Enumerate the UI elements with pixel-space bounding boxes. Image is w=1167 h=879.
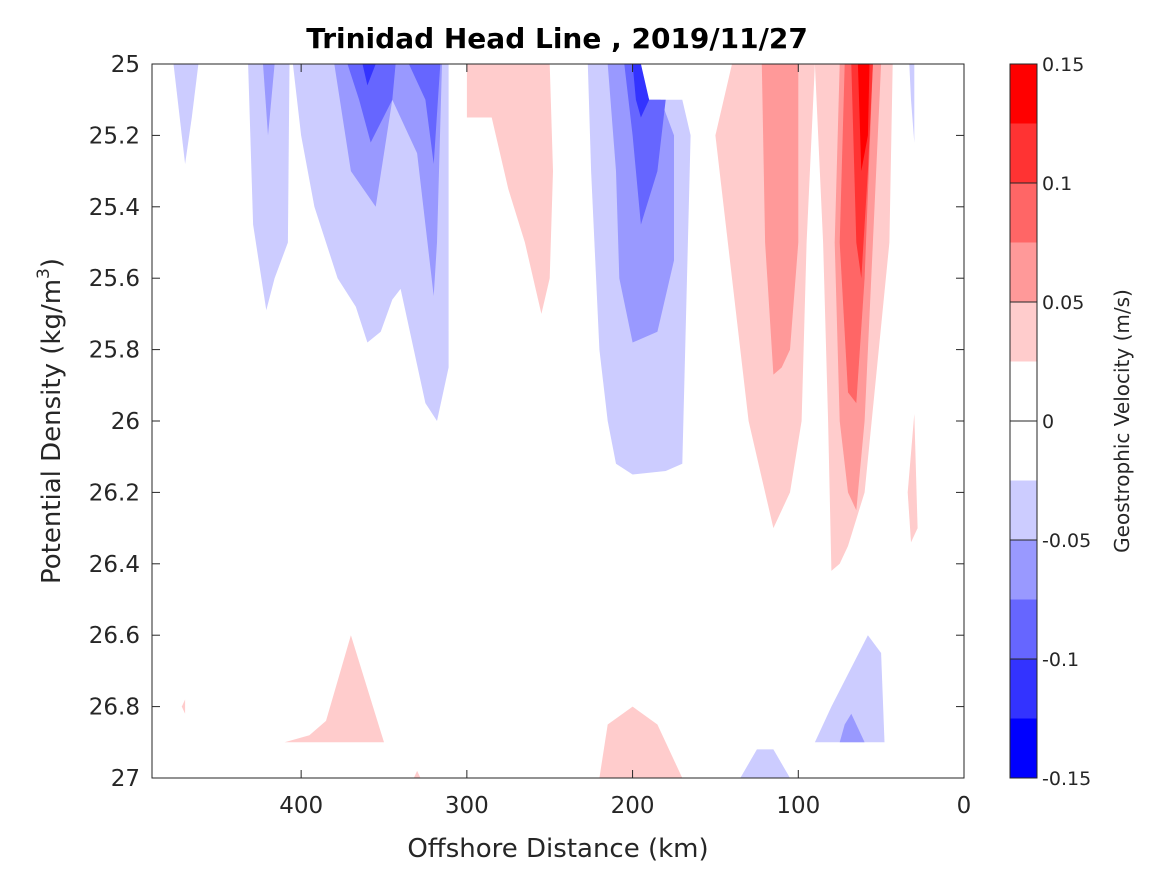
colorbar-band-2	[1010, 183, 1037, 243]
y-axis-label-main: Potential Density (kg/m	[37, 279, 67, 584]
colorbar-band-11	[1010, 718, 1037, 778]
contour-region-24	[761, 64, 799, 375]
y-tick-label: 27	[111, 766, 140, 792]
contour-region-28	[857, 64, 870, 172]
contour-region-23	[413, 770, 421, 778]
colorbar-band-6	[1010, 421, 1037, 481]
contour-region-13	[624, 64, 666, 225]
contour-region-7	[263, 64, 275, 136]
x-tick-label: 0	[957, 793, 972, 819]
colorbar-band-3	[1010, 242, 1037, 302]
y-tick-label: 25.4	[89, 195, 140, 221]
contour-region-16	[466, 64, 553, 314]
contour-region-21	[599, 706, 683, 778]
colorbar-band-4	[1010, 302, 1037, 362]
x-tick-label: 200	[611, 793, 655, 819]
colorbar-tick-label: 0.1	[1042, 173, 1072, 195]
colorbar-label: Geostrophic Velocity (m/s)	[1110, 289, 1134, 553]
colorbar-tick-label: -0.1	[1042, 649, 1079, 671]
contour-region-12	[408, 64, 441, 164]
contour-region-10	[839, 713, 865, 743]
y-tick-label: 25.8	[89, 338, 140, 364]
y-tick-label: 26.2	[89, 480, 140, 506]
contour-region-19	[907, 413, 918, 543]
y-tick-label: 26.8	[89, 695, 140, 721]
y-tick-label: 26.6	[89, 623, 140, 649]
y-tick-label: 25	[111, 52, 140, 78]
contour-region-11	[347, 64, 396, 143]
x-tick-label: 100	[776, 793, 820, 819]
x-axis-ticks: 400 300 200 100 0	[279, 64, 971, 819]
colorbar-tick-label: -0.05	[1042, 530, 1091, 552]
contour-regions	[173, 64, 918, 778]
contour-region-6	[909, 64, 915, 143]
y-axis-ticks: 25 25.2 25.4 25.6 25.8 26 26.2 26.4 26.6 26.8 27	[89, 52, 964, 792]
chart-title: Trinidad Head Line , 2019/11/27	[306, 22, 808, 55]
x-tick-label: 400	[279, 793, 323, 819]
contour-region-1	[248, 64, 290, 311]
contour-region-5	[740, 749, 790, 778]
x-axis-label: Offshore Distance (km)	[407, 834, 708, 864]
colorbar-band-7	[1010, 480, 1037, 540]
x-tick-label: 300	[445, 793, 489, 819]
contour-region-2	[292, 64, 449, 421]
colorbar-tick-label: 0	[1042, 411, 1054, 433]
colorbar-tick-label: -0.15	[1042, 768, 1091, 790]
contour-region-15	[632, 64, 650, 118]
colorbar-tick-label: 0.15	[1042, 54, 1084, 76]
colorbar-ticks: 0.15 0.1 0.05 0 -0.05 -0.1 -0.15	[1010, 54, 1091, 790]
colorbar-band-8	[1010, 540, 1037, 600]
y-tick-label: 25.2	[89, 123, 140, 149]
colorbar-band-1	[1010, 123, 1037, 183]
contour-region-4	[814, 635, 885, 743]
colorbar-band-10	[1010, 659, 1037, 719]
contour-region-14	[362, 64, 376, 86]
y-axis-label-end: )	[37, 258, 67, 268]
contour-region-0	[173, 64, 199, 164]
colorbar-band-0	[1010, 64, 1037, 124]
colorbar-tick-label: 0.05	[1042, 292, 1084, 314]
colorbar-band-5	[1010, 361, 1037, 421]
contour-region-22	[181, 699, 186, 714]
y-axis-label-superscript: 3	[34, 268, 54, 279]
contour-region-20	[284, 635, 384, 743]
colorbar	[1010, 64, 1037, 778]
y-tick-label: 26	[111, 409, 140, 435]
y-axis-label: Potential Density (kg/m3)	[34, 258, 67, 584]
y-tick-label: 26.4	[89, 552, 140, 578]
colorbar-band-9	[1010, 599, 1037, 659]
y-tick-label: 25.6	[89, 266, 140, 292]
contour-region-8	[334, 64, 442, 296]
